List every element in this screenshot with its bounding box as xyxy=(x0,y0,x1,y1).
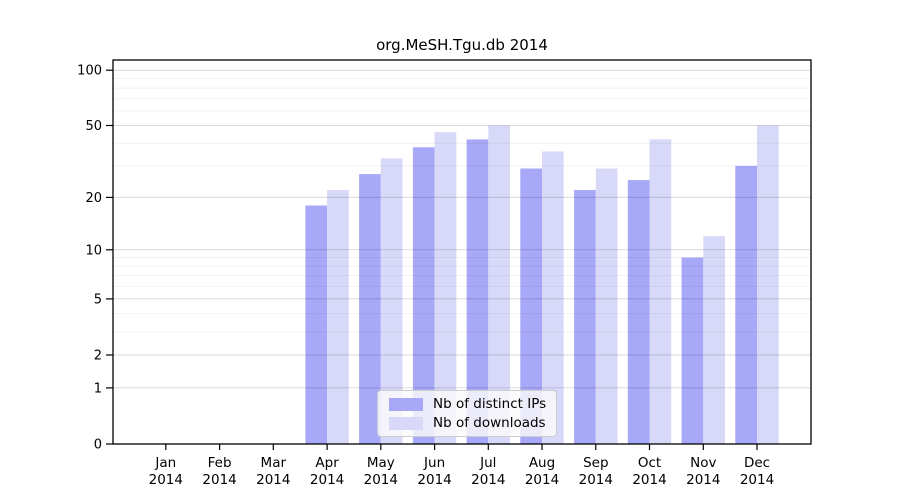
y-tick-label: 1 xyxy=(94,381,102,396)
x-tick-label-month: Nov xyxy=(690,455,716,471)
bar-jun-distinct-ips xyxy=(412,147,435,445)
x-tick-label-month: Sep xyxy=(583,455,608,471)
bar-may-distinct-ips xyxy=(359,174,381,444)
legend-label-distinct-ips: Nb of distinct IPs xyxy=(433,396,547,412)
legend-label-downloads: Nb of downloads xyxy=(433,415,546,431)
legend-item-downloads: Nb of downloads xyxy=(389,415,546,431)
x-tick-label-year: 2014 xyxy=(149,472,183,488)
bar-dec-downloads xyxy=(757,125,779,444)
x-tick-label-year: 2014 xyxy=(579,472,613,488)
x-tick-label-month: Aug xyxy=(529,455,555,471)
x-tick-label-year: 2014 xyxy=(740,472,774,488)
legend-swatch-distinct-ips xyxy=(389,397,423,411)
legend-item-distinct-ips: Nb of distinct IPs xyxy=(389,396,547,412)
y-tick-label: 10 xyxy=(85,243,102,258)
x-tick-label-month: Jul xyxy=(479,455,496,471)
bar-apr-downloads xyxy=(327,190,349,444)
legend-swatch-downloads xyxy=(389,416,423,430)
x-tick-label-month: May xyxy=(367,455,395,471)
x-tick-label-year: 2014 xyxy=(364,472,398,488)
bar-jul-downloads xyxy=(488,125,510,444)
y-tick-label: 5 xyxy=(94,292,102,307)
bar-jul-distinct-ips xyxy=(466,139,489,444)
x-tick-label-month: Mar xyxy=(261,455,287,471)
x-tick-label-month: Feb xyxy=(208,455,232,471)
chart-legend: Nb of distinct IPs Nb of downloads xyxy=(377,390,557,437)
y-tick-label: 0 xyxy=(94,438,102,453)
x-tick-label-month: Jun xyxy=(423,455,445,471)
x-tick-label-month: Apr xyxy=(315,455,339,471)
bar-apr-distinct-ips xyxy=(305,205,328,444)
bar-oct-distinct-ips xyxy=(627,180,650,444)
plot-frame xyxy=(112,59,812,445)
chart-title: org.MeSH.Tgu.db 2014 xyxy=(376,36,548,54)
bar-may-downloads xyxy=(380,158,403,444)
y-tick-label: 50 xyxy=(85,119,102,134)
bar-aug-downloads xyxy=(542,151,564,444)
bar-aug-distinct-ips xyxy=(520,168,542,444)
bar-nov-distinct-ips xyxy=(681,257,704,444)
bar-sep-downloads xyxy=(595,168,618,444)
y-tick-label: 100 xyxy=(77,64,102,79)
x-tick-label-year: 2014 xyxy=(417,472,451,488)
x-tick-label-year: 2014 xyxy=(202,472,236,488)
y-tick-label: 20 xyxy=(85,191,102,206)
x-tick-label-year: 2014 xyxy=(525,472,559,488)
bar-jun-downloads xyxy=(434,132,457,444)
x-tick-label-year: 2014 xyxy=(310,472,344,488)
y-tick-label: 2 xyxy=(94,349,102,364)
bar-oct-downloads xyxy=(649,139,672,444)
x-tick-label-year: 2014 xyxy=(256,472,290,488)
bar-sep-distinct-ips xyxy=(574,190,596,444)
x-tick-label-month: Jan xyxy=(154,455,176,471)
x-tick-label-year: 2014 xyxy=(471,472,505,488)
x-tick-label-year: 2014 xyxy=(632,472,666,488)
bar-nov-downloads xyxy=(703,236,725,444)
x-tick-label-year: 2014 xyxy=(686,472,720,488)
x-tick-label-month: Oct xyxy=(638,455,661,471)
x-tick-label-month: Dec xyxy=(744,455,770,471)
bar-dec-distinct-ips xyxy=(735,165,757,444)
